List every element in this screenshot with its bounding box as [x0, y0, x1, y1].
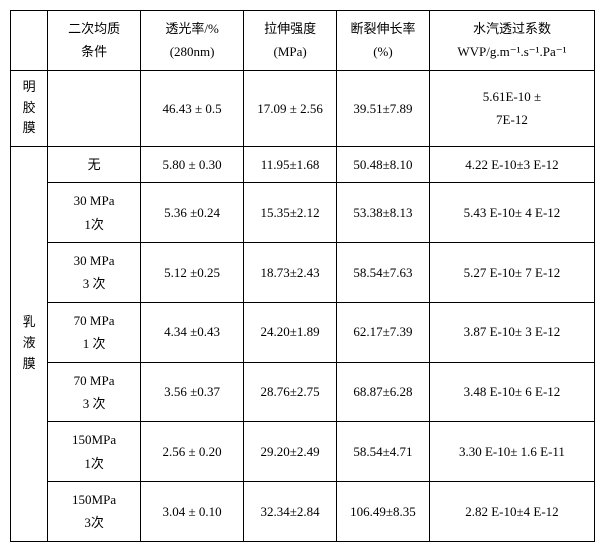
cell-tensile: 18.73±2.43 [244, 242, 337, 302]
header-condition-l1: 二次均质 [68, 21, 120, 36]
cell-cond-l1: 70 MPa [74, 373, 115, 388]
cell-tensile: 15.35±2.12 [244, 183, 337, 243]
header-wvp-l2: WVP/g.m⁻¹.s⁻¹.Pa⁻¹ [457, 44, 566, 59]
cell-condition: 30 MPa 3 次 [48, 242, 141, 302]
cell-condition: 30 MPa 1次 [48, 183, 141, 243]
cell-elong: 53.38±8.13 [337, 183, 430, 243]
cell-wvp: 5.61E-10 ± 7E-12 [429, 70, 594, 146]
header-tensile-l2: (MPa) [273, 44, 306, 59]
row-group-gelatin: 明胶膜 [11, 70, 48, 146]
cell-condition [48, 70, 141, 146]
cell-elong: 58.54±7.63 [337, 242, 430, 302]
cell-cond-l1: 70 MPa [74, 313, 115, 328]
row-group-gelatin-label: 明胶膜 [23, 77, 36, 139]
cell-tensile: 11.95±1.68 [244, 146, 337, 182]
header-elong-l2: (%) [373, 44, 393, 59]
table-row: 明胶膜 46.43 ± 0.5 17.09 ± 2.56 39.51±7.89 … [11, 70, 595, 146]
table-row: 30 MPa 3 次 5.12 ±0.25 18.73±2.43 58.54±7… [11, 242, 595, 302]
cell-wvp-l2: 7E-12 [496, 112, 528, 127]
cell-wvp: 2.82 E-10±4 E-12 [429, 482, 594, 542]
cell-condition: 70 MPa 1 次 [48, 302, 141, 362]
cell-cond-l1: 150MPa [72, 492, 116, 507]
cell-cond-l2: 3 次 [83, 276, 106, 291]
cell-cond-l1: 30 MPa [74, 253, 115, 268]
header-tensile: 拉伸强度 (MPa) [244, 11, 337, 71]
header-wvp: 水汽透过系数 WVP/g.m⁻¹.s⁻¹.Pa⁻¹ [429, 11, 594, 71]
cell-cond-l2: 3次 [84, 515, 104, 530]
cell-trans: 46.43 ± 0.5 [141, 70, 244, 146]
data-table-container: 二次均质 条件 透光率/% (280nm) 拉伸强度 (MPa) 断裂伸长率 (… [10, 10, 595, 542]
cell-trans: 5.12 ±0.25 [141, 242, 244, 302]
cell-tensile: 29.20±2.49 [244, 422, 337, 482]
table-row: 30 MPa 1次 5.36 ±0.24 15.35±2.12 53.38±8.… [11, 183, 595, 243]
cell-condition: 无 [48, 146, 141, 182]
cell-trans: 2.56 ± 0.20 [141, 422, 244, 482]
cell-cond-l2: 1次 [84, 456, 104, 471]
cell-elong: 106.49±8.35 [337, 482, 430, 542]
cell-elong: 62.17±7.39 [337, 302, 430, 362]
cell-trans: 5.36 ±0.24 [141, 183, 244, 243]
cell-tensile: 24.20±1.89 [244, 302, 337, 362]
header-elong-l1: 断裂伸长率 [350, 21, 415, 36]
table-row: 150MPa 3次 3.04 ± 0.10 32.34±2.84 106.49±… [11, 482, 595, 542]
header-wvp-l1: 水汽透过系数 [473, 21, 551, 36]
cell-tensile: 28.76±2.75 [244, 362, 337, 422]
header-elongation: 断裂伸长率 (%) [337, 11, 430, 71]
header-row: 二次均质 条件 透光率/% (280nm) 拉伸强度 (MPa) 断裂伸长率 (… [11, 11, 595, 71]
header-trans-l2: (280nm) [170, 44, 215, 59]
header-tensile-l1: 拉伸强度 [264, 21, 316, 36]
table-row: 70 MPa 1 次 4.34 ±0.43 24.20±1.89 62.17±7… [11, 302, 595, 362]
row-group-emulsion: 乳液膜 [11, 146, 48, 541]
cell-trans: 5.80 ± 0.30 [141, 146, 244, 182]
cell-condition: 70 MPa 3 次 [48, 362, 141, 422]
header-trans-l1: 透光率/% [165, 21, 218, 36]
cell-cond-l2: 1 次 [83, 336, 106, 351]
cell-cond-l1: 150MPa [72, 432, 116, 447]
cell-trans: 3.04 ± 0.10 [141, 482, 244, 542]
cell-trans: 4.34 ±0.43 [141, 302, 244, 362]
header-condition-l2: 条件 [81, 44, 107, 59]
cell-elong: 68.87±6.28 [337, 362, 430, 422]
cell-wvp: 3.30 E-10± 1.6 E-11 [429, 422, 594, 482]
table-row: 乳液膜 无 5.80 ± 0.30 11.95±1.68 50.48±8.10 … [11, 146, 595, 182]
header-transmittance: 透光率/% (280nm) [141, 11, 244, 71]
cell-elong: 50.48±8.10 [337, 146, 430, 182]
cell-cond-l2: 3 次 [83, 396, 106, 411]
header-condition: 二次均质 条件 [48, 11, 141, 71]
table-row: 70 MPa 3 次 3.56 ±0.37 28.76±2.75 68.87±6… [11, 362, 595, 422]
data-table: 二次均质 条件 透光率/% (280nm) 拉伸强度 (MPa) 断裂伸长率 (… [10, 10, 595, 542]
cell-elong: 39.51±7.89 [337, 70, 430, 146]
cell-tensile: 17.09 ± 2.56 [244, 70, 337, 146]
row-group-emulsion-label: 乳液膜 [23, 312, 36, 374]
cell-wvp: 4.22 E-10±3 E-12 [429, 146, 594, 182]
cell-wvp: 3.48 E-10± 6 E-12 [429, 362, 594, 422]
cell-trans: 3.56 ±0.37 [141, 362, 244, 422]
cell-tensile: 32.34±2.84 [244, 482, 337, 542]
cell-elong: 58.54±4.71 [337, 422, 430, 482]
cell-condition: 150MPa 3次 [48, 482, 141, 542]
cell-wvp: 3.87 E-10± 3 E-12 [429, 302, 594, 362]
header-empty [11, 11, 48, 71]
cell-wvp-l1: 5.61E-10 ± [483, 89, 541, 104]
cell-cond-l1: 30 MPa [74, 193, 115, 208]
cell-wvp: 5.43 E-10± 4 E-12 [429, 183, 594, 243]
table-row: 150MPa 1次 2.56 ± 0.20 29.20±2.49 58.54±4… [11, 422, 595, 482]
cell-condition: 150MPa 1次 [48, 422, 141, 482]
cell-cond-l2: 1次 [84, 217, 104, 232]
cell-wvp: 5.27 E-10± 7 E-12 [429, 242, 594, 302]
